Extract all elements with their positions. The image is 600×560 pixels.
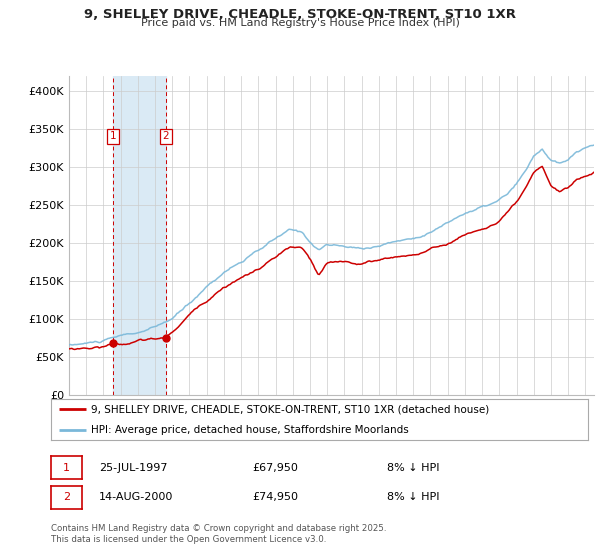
Text: 1: 1 (63, 463, 70, 473)
Text: 8% ↓ HPI: 8% ↓ HPI (387, 492, 439, 502)
Text: 2: 2 (63, 492, 70, 502)
Text: Contains HM Land Registry data © Crown copyright and database right 2025.
This d: Contains HM Land Registry data © Crown c… (51, 524, 386, 544)
Text: 2: 2 (163, 132, 169, 142)
Text: 9, SHELLEY DRIVE, CHEADLE, STOKE-ON-TRENT, ST10 1XR: 9, SHELLEY DRIVE, CHEADLE, STOKE-ON-TREN… (84, 8, 516, 21)
Text: 9, SHELLEY DRIVE, CHEADLE, STOKE-ON-TRENT, ST10 1XR (detached house): 9, SHELLEY DRIVE, CHEADLE, STOKE-ON-TREN… (91, 404, 490, 414)
Text: £67,950: £67,950 (252, 463, 298, 473)
Text: HPI: Average price, detached house, Staffordshire Moorlands: HPI: Average price, detached house, Staf… (91, 424, 409, 435)
Text: 1: 1 (110, 132, 116, 142)
Text: 25-JUL-1997: 25-JUL-1997 (99, 463, 167, 473)
Text: 14-AUG-2000: 14-AUG-2000 (99, 492, 173, 502)
Text: Price paid vs. HM Land Registry's House Price Index (HPI): Price paid vs. HM Land Registry's House … (140, 18, 460, 29)
Text: £74,950: £74,950 (252, 492, 298, 502)
Bar (113, 76, 166, 395)
Text: 8% ↓ HPI: 8% ↓ HPI (387, 463, 439, 473)
